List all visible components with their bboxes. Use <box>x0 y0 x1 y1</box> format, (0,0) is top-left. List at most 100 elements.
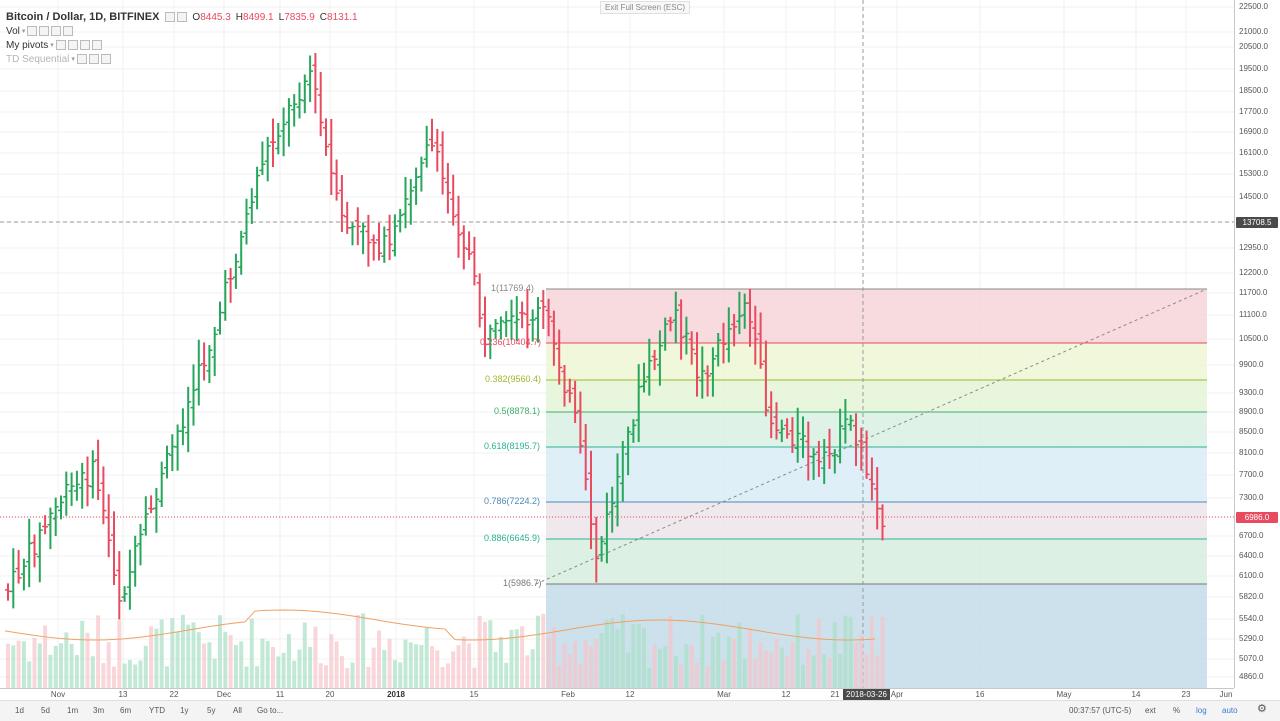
volume-bar <box>329 634 334 688</box>
volume-bar <box>424 627 429 688</box>
indicator-eye-icon[interactable] <box>55 40 66 50</box>
percent-button[interactable]: % <box>1173 706 1181 715</box>
volume-bar <box>695 662 699 688</box>
range-button-3m[interactable]: 3m <box>93 706 105 715</box>
volume-bar <box>742 658 747 688</box>
range-button-1d[interactable]: 1d <box>15 706 24 715</box>
legend-settings-icon[interactable] <box>177 12 188 22</box>
indicator-close-icon[interactable] <box>63 26 74 36</box>
volume-bar <box>255 666 260 688</box>
volume-bar <box>149 626 154 688</box>
volume-bar <box>408 642 413 688</box>
volume-ma-line <box>4 609 876 641</box>
indicator-more-icon[interactable] <box>79 40 90 50</box>
price-chart[interactable] <box>0 0 1234 688</box>
price-tick-label: 15300.0 <box>1239 169 1268 178</box>
price-tick-label: 16100.0 <box>1239 148 1268 157</box>
volume-bar <box>112 666 116 688</box>
fib-level-label: 0.382(9560.4) <box>485 374 542 384</box>
goto-button[interactable]: Go to... <box>257 706 284 715</box>
volume-bar <box>875 655 880 688</box>
price-tick-label: 8900.0 <box>1239 407 1264 416</box>
price-tick-label: 11700.0 <box>1239 288 1268 297</box>
indicator-settings-icon[interactable] <box>67 40 78 50</box>
volume-bar <box>271 646 275 688</box>
price-tick-label: 5820.0 <box>1239 592 1264 601</box>
price-tick-label: 6400.0 <box>1239 551 1264 560</box>
volume-bar <box>488 620 493 688</box>
range-button-6m[interactable]: 6m <box>120 706 132 715</box>
volume-bar <box>53 645 58 688</box>
time-axis[interactable]: Nov 13 22 Dec 11 20 2018 15 Feb 12 Mar 12 21 Apr 16 May… <box>0 688 1234 701</box>
volume-bar <box>737 622 742 688</box>
ext-button[interactable]: ext <box>1145 706 1156 715</box>
range-button-ytd[interactable]: YTD <box>149 706 165 715</box>
volume-bar <box>43 625 48 688</box>
chevron-down-icon[interactable]: ▾ <box>71 56 75 63</box>
volume-bar <box>297 649 302 688</box>
volume-bar <box>551 626 556 688</box>
time-tick-label: 15 <box>469 690 479 699</box>
price-axis[interactable]: 22500.0 21000.0 20500.0 19500.0 18500.0 17700… <box>1234 0 1280 688</box>
volume-bar <box>689 645 694 688</box>
volume-bar <box>732 638 737 688</box>
legend-symbol-row: Bitcoin / Dollar, 1D, BITFINEX O8445.3 H… <box>6 10 358 24</box>
volume-bar <box>345 667 350 688</box>
indicator-row-td[interactable]: TD Sequential ▾ <box>6 52 358 66</box>
volume-bar <box>249 618 254 688</box>
volume-bar <box>207 642 212 688</box>
indicator-settings-icon[interactable] <box>39 26 50 36</box>
time-tick-label: 12 <box>625 690 635 699</box>
range-button-5y[interactable]: 5y <box>207 706 216 715</box>
volume-bar <box>615 629 620 688</box>
indicator-more-icon[interactable] <box>51 26 62 36</box>
volume-bar <box>117 620 122 688</box>
volume-bar <box>106 642 111 688</box>
indicator-close-icon[interactable] <box>100 54 111 64</box>
volume-bar <box>525 655 530 688</box>
time-tick-label: 16 <box>975 690 985 699</box>
volume-bar <box>260 638 265 688</box>
exit-fullscreen-button[interactable]: Exit Full Screen (ESC) <box>600 1 691 14</box>
price-tick-label: 5070.0 <box>1239 654 1264 663</box>
volume-bar <box>339 656 344 688</box>
price-tick-label: 11100.0 <box>1239 310 1267 319</box>
volume-bar <box>138 660 143 688</box>
volume-bar <box>594 638 599 688</box>
volume-bar <box>557 665 562 688</box>
volume-bar <box>355 615 360 688</box>
volume-bar <box>313 626 318 688</box>
volume-bar <box>504 662 509 688</box>
chevron-down-icon[interactable]: ▾ <box>50 42 54 49</box>
auto-button[interactable]: auto <box>1222 706 1238 715</box>
range-button-1m[interactable]: 1m <box>67 706 79 715</box>
time-tick-label: May <box>1056 690 1072 699</box>
volume-bar <box>811 655 816 688</box>
volume-bar <box>180 614 185 688</box>
log-button[interactable]: log <box>1196 706 1207 715</box>
range-button-5d[interactable]: 5d <box>41 706 50 715</box>
indicator-settings-icon[interactable] <box>88 54 99 64</box>
gear-icon[interactable]: ⚙ <box>1257 703 1267 715</box>
volume-bar <box>392 660 397 688</box>
indicator-label-pivots: My pivots <box>6 39 49 51</box>
range-button-all[interactable]: All <box>233 706 242 715</box>
price-tick-label: 9900.0 <box>1239 360 1264 369</box>
volume-bar <box>69 643 74 688</box>
indicator-row-vol[interactable]: Vol ▾ <box>6 24 358 38</box>
indicator-eye-icon[interactable] <box>76 54 87 64</box>
indicator-close-icon[interactable] <box>91 40 102 50</box>
volume-bar <box>165 666 169 688</box>
volume-bar <box>700 614 705 688</box>
volume-bar <box>154 628 159 688</box>
volume-bar <box>477 615 482 688</box>
indicator-eye-icon[interactable] <box>27 26 38 36</box>
range-button-1y[interactable]: 1y <box>180 706 189 715</box>
chart-area[interactable]: Exit Full Screen (ESC) Bitcoin / Dollar,… <box>0 0 1234 688</box>
legend-hide-icon[interactable] <box>165 12 176 22</box>
chevron-down-icon[interactable]: ▾ <box>21 28 26 35</box>
volume-bar <box>610 618 615 688</box>
volume-bar <box>843 615 848 688</box>
price-tick-label: 7700.0 <box>1239 470 1264 479</box>
indicator-row-pivots[interactable]: My pivots ▾ <box>6 38 358 52</box>
